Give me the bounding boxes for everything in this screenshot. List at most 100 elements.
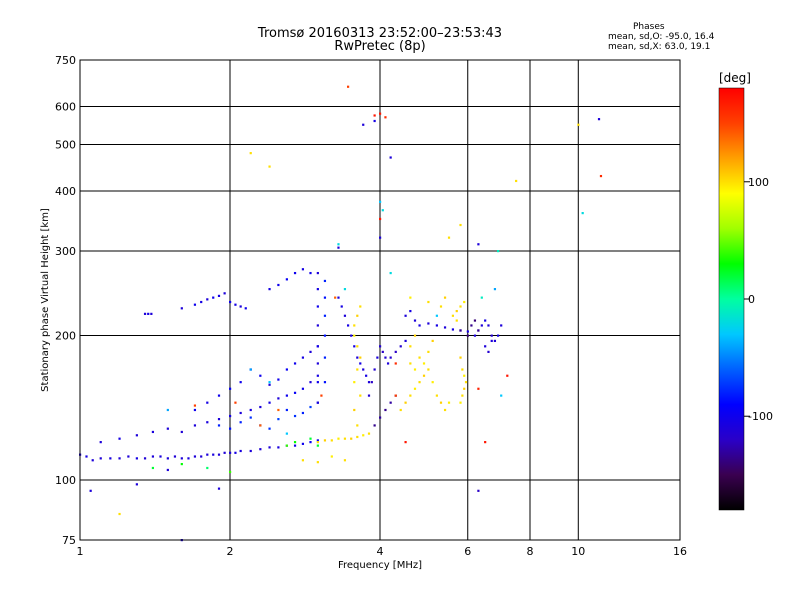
- data-point: [293, 414, 297, 418]
- data-point: [293, 441, 297, 444]
- data-point: [316, 345, 319, 348]
- data-point: [484, 441, 487, 444]
- data-point: [285, 444, 288, 447]
- data-point: [389, 271, 392, 275]
- data-point: [480, 296, 483, 299]
- data-point: [359, 356, 362, 359]
- data-point: [316, 461, 319, 464]
- data-point: [597, 118, 601, 121]
- scatter-points: [79, 85, 603, 542]
- data-point: [404, 314, 407, 317]
- data-point: [316, 381, 319, 384]
- x-tick-label: 6: [464, 545, 471, 558]
- data-point: [459, 223, 462, 227]
- data-point: [427, 322, 430, 325]
- data-point: [356, 345, 359, 348]
- colorbar-unit-label: [deg]: [719, 71, 751, 85]
- data-point: [89, 489, 92, 492]
- data-point: [431, 339, 434, 343]
- data-point: [239, 411, 242, 415]
- data-point: [389, 356, 392, 359]
- data-point: [379, 112, 382, 115]
- data-point: [217, 394, 221, 397]
- data-point: [259, 424, 262, 427]
- data-point: [451, 314, 455, 317]
- data-point: [379, 200, 382, 203]
- data-point: [150, 312, 153, 315]
- data-point: [439, 305, 443, 308]
- data-point: [91, 459, 94, 462]
- data-point: [484, 319, 487, 322]
- data-point: [477, 243, 480, 246]
- data-point: [234, 401, 237, 404]
- data-point: [376, 356, 379, 359]
- data-point: [404, 401, 407, 404]
- chart-title: Tromsø 20160313 23:52:00–23:53:43: [257, 26, 503, 41]
- colorbar: [718, 87, 745, 511]
- data-point: [323, 439, 327, 442]
- data-point: [316, 305, 319, 308]
- data-point: [404, 441, 407, 444]
- data-point: [367, 381, 371, 384]
- data-point: [439, 401, 443, 404]
- data-point: [99, 457, 102, 460]
- data-point: [118, 437, 121, 440]
- data-point: [473, 319, 477, 322]
- data-point: [309, 271, 312, 275]
- data-point: [353, 408, 356, 412]
- data-point: [422, 374, 426, 377]
- data-point: [340, 305, 343, 308]
- data-point: [373, 119, 376, 123]
- data-point: [337, 243, 340, 246]
- data-point: [234, 451, 237, 454]
- data-point: [353, 324, 356, 327]
- data-point: [217, 453, 221, 456]
- data-point: [309, 437, 312, 440]
- data-point: [193, 424, 197, 427]
- y-axis-ticks: 75 100 200 300 400 500 600 750: [55, 54, 76, 547]
- data-point: [151, 430, 155, 434]
- data-point: [268, 165, 271, 168]
- data-point: [99, 441, 102, 444]
- data-point: [443, 296, 447, 299]
- data-point: [431, 381, 434, 384]
- data-point: [409, 309, 412, 313]
- data-point: [490, 339, 493, 343]
- data-point: [301, 442, 305, 445]
- data-point: [353, 381, 356, 384]
- data-point: [293, 444, 297, 447]
- data-point: [477, 489, 480, 492]
- data-point: [135, 434, 138, 437]
- data-point: [484, 345, 487, 348]
- data-point: [223, 292, 226, 295]
- data-point: [193, 455, 197, 458]
- x-tick-label: 2: [227, 545, 234, 558]
- data-point: [316, 288, 319, 291]
- data-point: [506, 374, 509, 377]
- y-tick-label: 300: [55, 245, 76, 258]
- data-point: [381, 209, 384, 212]
- data-point: [470, 324, 473, 327]
- data-point: [143, 312, 147, 315]
- data-point: [323, 356, 327, 359]
- x-tick-label: 8: [527, 545, 534, 558]
- data-point: [259, 374, 262, 377]
- data-point: [350, 334, 353, 337]
- data-point: [309, 381, 312, 384]
- data-point: [346, 85, 350, 88]
- data-point: [455, 309, 458, 313]
- data-point: [323, 314, 327, 317]
- data-point: [147, 312, 150, 315]
- data-point: [418, 324, 421, 327]
- data-point: [367, 394, 371, 397]
- data-point: [268, 401, 271, 404]
- data-point: [356, 435, 359, 439]
- data-point: [447, 401, 451, 404]
- data-point: [301, 356, 305, 359]
- data-point: [418, 356, 421, 359]
- data-point: [350, 437, 353, 440]
- data-point: [330, 439, 333, 442]
- data-point: [466, 334, 469, 337]
- x-tick-label: 10: [571, 545, 585, 558]
- y-tick-label: 500: [55, 139, 76, 152]
